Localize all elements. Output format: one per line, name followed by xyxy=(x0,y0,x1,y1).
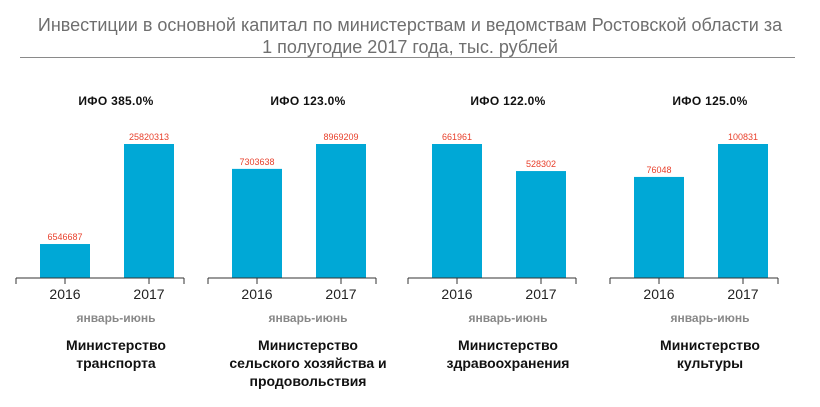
ministry-label-line: Министерство xyxy=(458,337,558,353)
bar-2017 xyxy=(516,171,566,278)
ministry-label-line: Министерство xyxy=(258,337,358,353)
bar-2017 xyxy=(124,144,174,278)
bar-2017 xyxy=(718,144,768,278)
panel-transport: ИФО 385.0% 6546687 2016 25820313 2017 январ… xyxy=(15,58,216,398)
bar-value-label: 8969209 xyxy=(323,132,358,142)
title-divider xyxy=(20,57,795,58)
ifo-label: ИФО 122.0% xyxy=(470,94,546,108)
bar-2016 xyxy=(232,168,282,278)
ministry-label: Министерство здравоохранения xyxy=(408,336,608,372)
bar-2016 xyxy=(634,176,684,278)
period-label: январь-июнь xyxy=(670,311,750,325)
ministry-label-line: здравоохранения xyxy=(446,355,570,371)
ministry-label-line: продовольствия xyxy=(249,373,367,389)
ministry-label-line: сельского хозяйства и xyxy=(229,355,387,371)
chart-title: Инвестиции в основной капитал по министе… xyxy=(20,14,800,58)
ministry-label-line: Министерство xyxy=(660,337,760,353)
x-tick-label: 2016 xyxy=(49,286,80,302)
ministry-label: Министерство транспорта xyxy=(16,336,216,372)
ifo-label: ИФО 123.0% xyxy=(270,94,346,108)
bar-2017 xyxy=(316,144,366,278)
bar-2016 xyxy=(40,244,90,278)
bar-value-label: 661961 xyxy=(442,132,472,142)
panel-culture: ИФО 125.0% 76048 2016 100831 2017 январь-ию… xyxy=(609,58,810,398)
ministry-label: Министерство культуры xyxy=(610,336,810,372)
bar-chart-culture: 76048 2016 100831 2017 xyxy=(609,132,779,302)
bar-chart-agriculture: 7303638 2016 8969209 2017 xyxy=(207,132,377,302)
bar-value-label: 76048 xyxy=(646,165,671,175)
period-label: январь-июнь xyxy=(76,311,156,325)
x-tick-label: 2017 xyxy=(325,286,356,302)
bar-value-label: 6546687 xyxy=(47,232,82,242)
x-tick-label: 2017 xyxy=(133,286,164,302)
bar-chart-transport: 6546687 2016 25820313 2017 xyxy=(15,132,185,302)
x-tick-label: 2016 xyxy=(643,286,674,302)
bar-value-label: 7303638 xyxy=(239,157,274,167)
chart-title-line-2: 1 полугодие 2017 года, тыс. рублей xyxy=(262,37,558,57)
panel-agriculture: ИФО 123.0% 7303638 2016 8969209 2017 январь… xyxy=(207,58,408,398)
period-label: январь-июнь xyxy=(468,311,548,325)
period-label: январь-июнь xyxy=(268,311,348,325)
x-tick-label: 2017 xyxy=(727,286,758,302)
ministry-label-line: транспорта xyxy=(76,355,156,371)
bar-2016 xyxy=(432,144,482,278)
ministry-label-line: Министерство xyxy=(66,337,166,353)
ifo-label: ИФО 125.0% xyxy=(672,94,748,108)
x-tick-label: 2017 xyxy=(525,286,556,302)
bar-chart-healthcare: 661961 2016 528302 2017 xyxy=(407,132,577,302)
ministry-label: Министерство сельского хозяйства и продо… xyxy=(208,336,408,390)
ministry-label-line: культуры xyxy=(676,355,744,371)
chart-title-line-1: Инвестиции в основной капитал по министе… xyxy=(37,15,783,35)
bar-value-label: 25820313 xyxy=(129,132,169,142)
x-tick-label: 2016 xyxy=(241,286,272,302)
ifo-label: ИФО 385.0% xyxy=(78,94,154,108)
panel-healthcare: ИФО 122.0% 661961 2016 528302 2017 январь-и… xyxy=(407,58,608,398)
bar-value-label: 100831 xyxy=(728,132,758,142)
bar-value-label: 528302 xyxy=(526,159,556,169)
x-tick-label: 2016 xyxy=(441,286,472,302)
